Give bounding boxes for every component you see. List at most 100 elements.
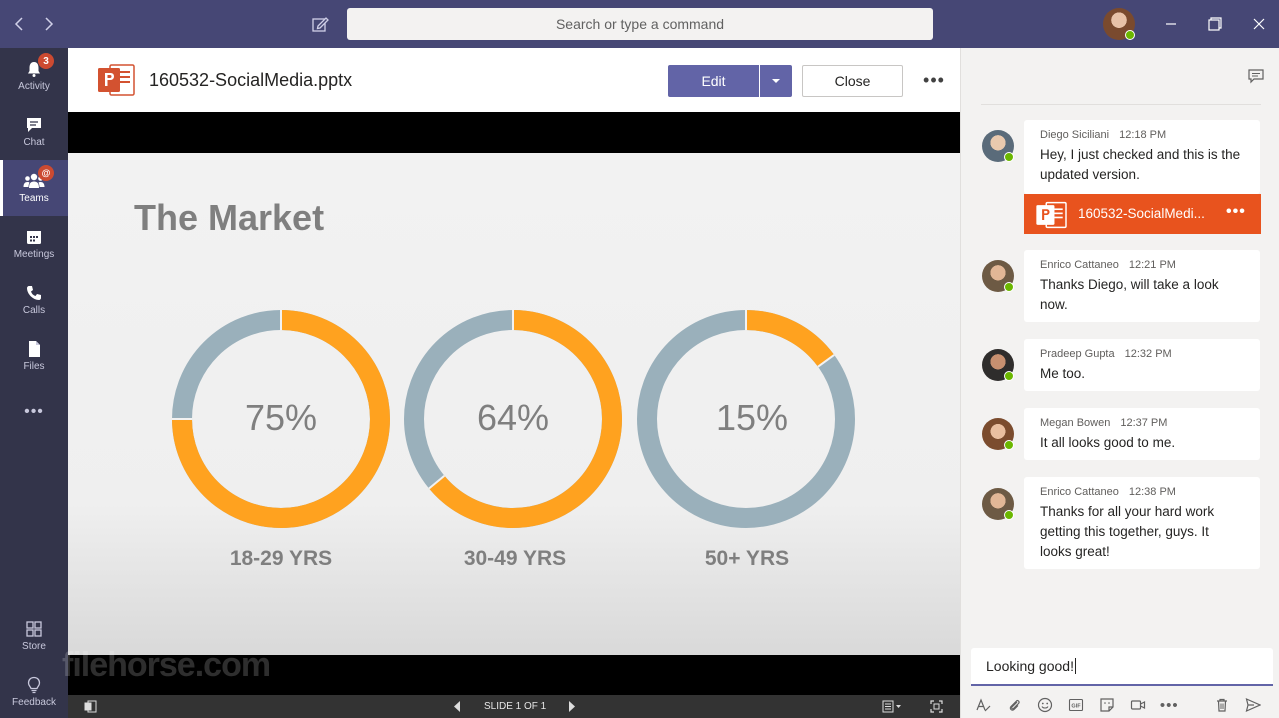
message-time: 12:18 PM <box>1119 129 1167 141</box>
rail-label-feedback: Feedback <box>12 697 56 708</box>
message-time: 12:37 PM <box>1120 417 1168 429</box>
powerpoint-small-icon[interactable] <box>84 700 97 713</box>
donut-value-segment <box>172 310 390 528</box>
store-icon <box>26 621 42 637</box>
message-author: Enrico Cattaneo <box>1040 259 1119 271</box>
attach-icon[interactable] <box>1002 693 1025 717</box>
edit-options-dropdown[interactable] <box>760 65 792 97</box>
message-time: 12:38 PM <box>1128 486 1176 498</box>
presence-available-icon <box>1004 152 1014 162</box>
presence-available-icon <box>1004 282 1014 292</box>
donut-category-label: 30-49 YRS <box>463 547 567 570</box>
file-attachment-card[interactable]: 160532-SocialMedi... ••• <box>1024 194 1261 234</box>
conversation-panel: Diego Siciliani 12:18 PM Hey, I just chec… <box>960 48 1279 718</box>
minimize-icon[interactable] <box>1159 12 1183 36</box>
file-icon <box>29 341 40 357</box>
search-input[interactable]: Search or type a command <box>347 8 933 40</box>
powerpoint-icon <box>98 64 135 96</box>
message-card: Pradeep Gupta 12:32 PM Me too. <box>1024 339 1260 391</box>
slide-title: The Market <box>134 197 325 238</box>
donut-segment-gap <box>817 354 835 368</box>
more-compose-options-icon[interactable]: ••• <box>1159 696 1179 714</box>
rail-label-files: Files <box>23 361 45 372</box>
new-chat-compose-icon[interactable] <box>308 12 332 36</box>
rail-more-button[interactable]: ••• <box>24 403 44 420</box>
svg-text:GIF: GIF <box>1071 704 1081 710</box>
edit-button[interactable]: Edit <box>668 65 759 97</box>
close-button[interactable]: Close <box>802 65 903 97</box>
slide-canvas: The Market 75% 64% 15% 18-29 YRS 30-49 Y… <box>68 153 960 655</box>
fullscreen-icon[interactable] <box>930 700 943 713</box>
rail-item-feedback[interactable]: Feedback <box>0 664 68 718</box>
message-author: Megan Bowen <box>1040 417 1111 429</box>
donut-2 <box>404 310 622 528</box>
chat-icon <box>27 118 41 132</box>
rail-label-activity: Activity <box>18 81 50 92</box>
rail-item-meetings[interactable]: Meetings <box>0 216 68 272</box>
donut-segment-gap <box>428 474 446 490</box>
viewer-letterbox-bottom <box>68 655 960 695</box>
teams-mention-badge: @ <box>38 165 54 181</box>
attachment-name: 160532-SocialMedi... <box>1078 206 1205 221</box>
close-window-icon[interactable] <box>1247 12 1271 36</box>
rail-item-teams[interactable]: Teams @ <box>0 160 68 216</box>
message-text: Hey, I just checked and this is the upda… <box>1040 147 1241 182</box>
sticker-icon[interactable] <box>1095 693 1118 717</box>
message-text: Thanks Diego, will take a look now. <box>1040 277 1219 312</box>
rail-label-meetings: Meetings <box>13 249 55 260</box>
rail-item-calls[interactable]: Calls <box>0 272 68 328</box>
message-time: 12:32 PM <box>1124 348 1172 360</box>
viewer-letterbox-top <box>68 112 960 153</box>
compose-message-input[interactable]: Looking good! <box>971 648 1273 686</box>
rail-item-activity[interactable]: Activity 3 <box>0 48 68 104</box>
presence-available-icon <box>1004 510 1014 520</box>
next-slide-icon[interactable] <box>568 701 576 712</box>
message-author: Pradeep Gupta <box>1040 348 1115 360</box>
delete-draft-icon[interactable] <box>1211 693 1234 717</box>
donut-percent-label: 15% <box>715 397 789 438</box>
conversation-icon[interactable] <box>1247 68 1265 84</box>
donut-value-segment <box>745 310 835 367</box>
message-card: Enrico Cattaneo 12:21 PM Thanks Diego, wi… <box>1024 250 1260 322</box>
back-arrow-icon[interactable] <box>8 12 32 36</box>
donut-charts <box>172 310 855 528</box>
meet-now-icon[interactable] <box>1127 693 1150 717</box>
notes-view-icon[interactable] <box>882 700 902 713</box>
emoji-icon[interactable] <box>1033 693 1056 717</box>
rail-item-files[interactable]: Files <box>0 328 68 384</box>
message-card: Megan Bowen 12:37 PM It all looks good to… <box>1024 408 1260 460</box>
message-card: Enrico Cattaneo 12:38 PM Thanks for all y… <box>1024 477 1260 569</box>
title-bar: Search or type a command <box>0 0 1279 48</box>
slide-counter: SLIDE 1 OF 1 <box>484 701 547 712</box>
maximize-icon[interactable] <box>1203 12 1227 36</box>
gif-icon[interactable]: GIF <box>1064 693 1087 717</box>
rail-item-chat[interactable]: Chat <box>0 104 68 160</box>
attachment-more-button[interactable]: ••• <box>1226 203 1246 220</box>
rail-item-store[interactable]: Store <box>0 608 68 664</box>
rail-label-teams: Teams <box>19 193 49 204</box>
compose-value: Looking good! <box>986 658 1074 674</box>
rail-label-chat: Chat <box>23 137 45 148</box>
lightbulb-icon <box>27 676 41 694</box>
donut-percent-label: 64% <box>476 397 550 438</box>
phone-icon <box>27 286 41 300</box>
app-rail: Activity 3 Chat Teams @ Meetings Calls F… <box>0 48 68 718</box>
more-options-button[interactable]: ••• <box>923 69 945 90</box>
message-time: 12:21 PM <box>1128 259 1176 271</box>
format-icon[interactable] <box>971 693 994 717</box>
presence-available-icon <box>1004 371 1014 381</box>
file-header: 160532-SocialMedia.pptx Edit Close ••• <box>68 48 960 112</box>
rail-label-store: Store <box>22 641 46 652</box>
forward-arrow-icon[interactable] <box>36 12 60 36</box>
donut-3 <box>637 310 855 528</box>
previous-slide-icon[interactable] <box>453 701 461 712</box>
chevron-down-icon <box>772 79 780 83</box>
activity-badge: 3 <box>38 53 54 69</box>
send-icon[interactable] <box>1242 693 1265 717</box>
compose-toolbar: GIF ••• <box>971 692 1273 718</box>
presence-available-icon <box>1004 440 1014 450</box>
watermark-logo: filehorse.com <box>62 646 271 684</box>
presence-available-icon <box>1125 30 1135 40</box>
viewer-toolbar: SLIDE 1 OF 1 <box>68 695 960 718</box>
message-author: Enrico Cattaneo <box>1040 486 1119 498</box>
